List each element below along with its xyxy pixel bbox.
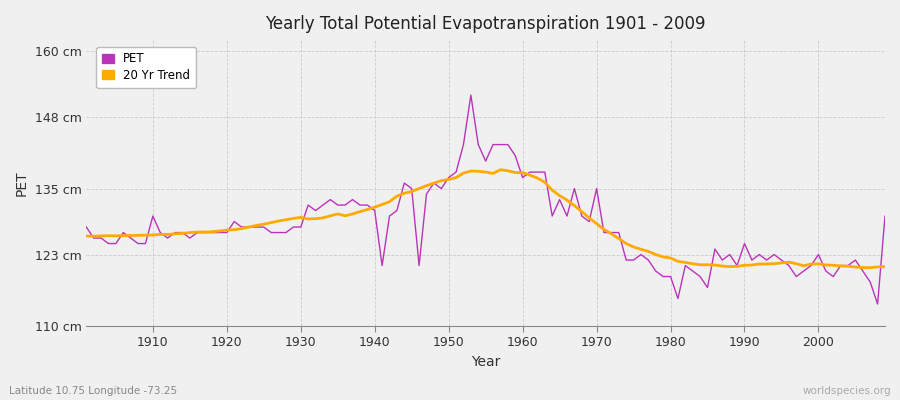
X-axis label: Year: Year — [471, 355, 500, 369]
Text: Latitude 10.75 Longitude -73.25: Latitude 10.75 Longitude -73.25 — [9, 386, 177, 396]
Title: Yearly Total Potential Evapotranspiration 1901 - 2009: Yearly Total Potential Evapotranspiratio… — [266, 15, 706, 33]
Legend: PET, 20 Yr Trend: PET, 20 Yr Trend — [96, 46, 196, 88]
Text: worldspecies.org: worldspecies.org — [803, 386, 891, 396]
Y-axis label: PET: PET — [15, 170, 29, 196]
